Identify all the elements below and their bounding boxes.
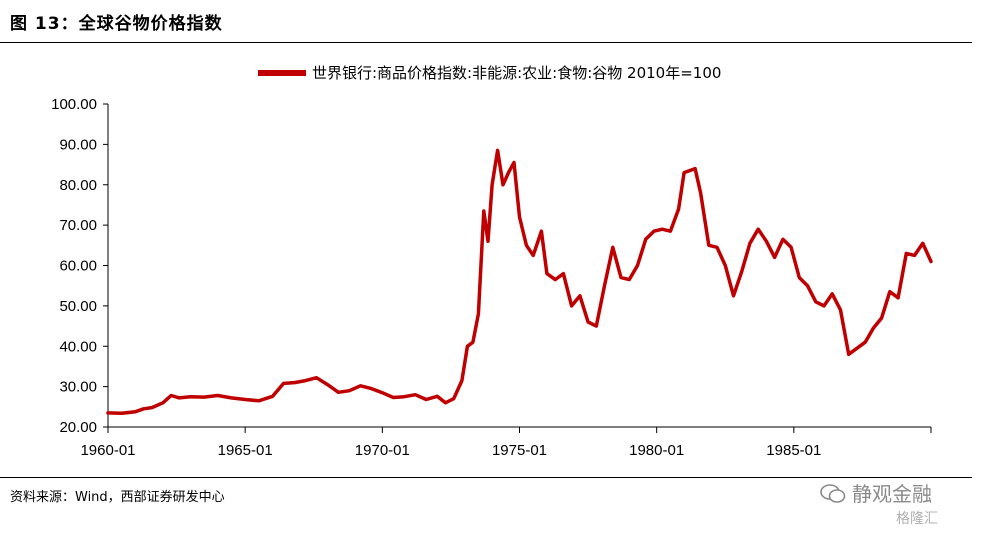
x-tick-label: 1980-01 — [629, 442, 684, 459]
x-axis-ticks: 1960-01 1965-01 1970-01 1975-01 1980-01 1985-… — [80, 427, 932, 459]
legend-label: 世界银行:商品价格指数:非能源:农业:食物:谷物 2010年=100 — [312, 64, 721, 82]
y-axis-ticks: 20.00 30.00 40.00 50.00 60.00 70.00 80.00 90.00… — [51, 96, 108, 436]
x-tick-label: 1965-01 — [218, 442, 273, 459]
y-tick-label: 100.00 — [51, 96, 97, 113]
source-note: 资料来源：Wind，西部证券研发中心 — [10, 490, 225, 505]
y-tick-label: 60.00 — [59, 258, 97, 275]
figure-title: 图 13：全球谷物价格指数 — [10, 14, 223, 34]
x-tick-label: 1985-01 — [766, 442, 821, 459]
x-tick-label: 1970-01 — [355, 442, 410, 459]
line-chart: 世界银行:商品价格指数:非能源:农业:食物:谷物 2010年=100 20.00… — [51, 64, 933, 459]
series-line — [106, 148, 933, 416]
y-tick-label: 40.00 — [59, 338, 97, 355]
y-tick-label: 20.00 — [59, 419, 97, 436]
badge: 格隆汇 — [896, 511, 938, 527]
y-tick-label: 80.00 — [59, 177, 97, 194]
watermark-text: 静观金融 — [852, 482, 932, 506]
x-tick-label: 1960-01 — [80, 442, 135, 459]
watermark: 静观金融 — [820, 478, 932, 507]
legend: 世界银行:商品价格指数:非能源:农业:食物:谷物 2010年=100 — [258, 64, 721, 82]
x-tick-label: 1975-01 — [492, 442, 547, 459]
y-tick-label: 70.00 — [59, 217, 97, 234]
y-tick-label: 30.00 — [59, 379, 97, 396]
bottom-rule — [0, 477, 972, 478]
y-tick-label: 50.00 — [59, 298, 97, 315]
wechat-icon — [820, 484, 846, 503]
top-rule — [0, 42, 972, 43]
y-tick-label: 90.00 — [59, 136, 97, 153]
